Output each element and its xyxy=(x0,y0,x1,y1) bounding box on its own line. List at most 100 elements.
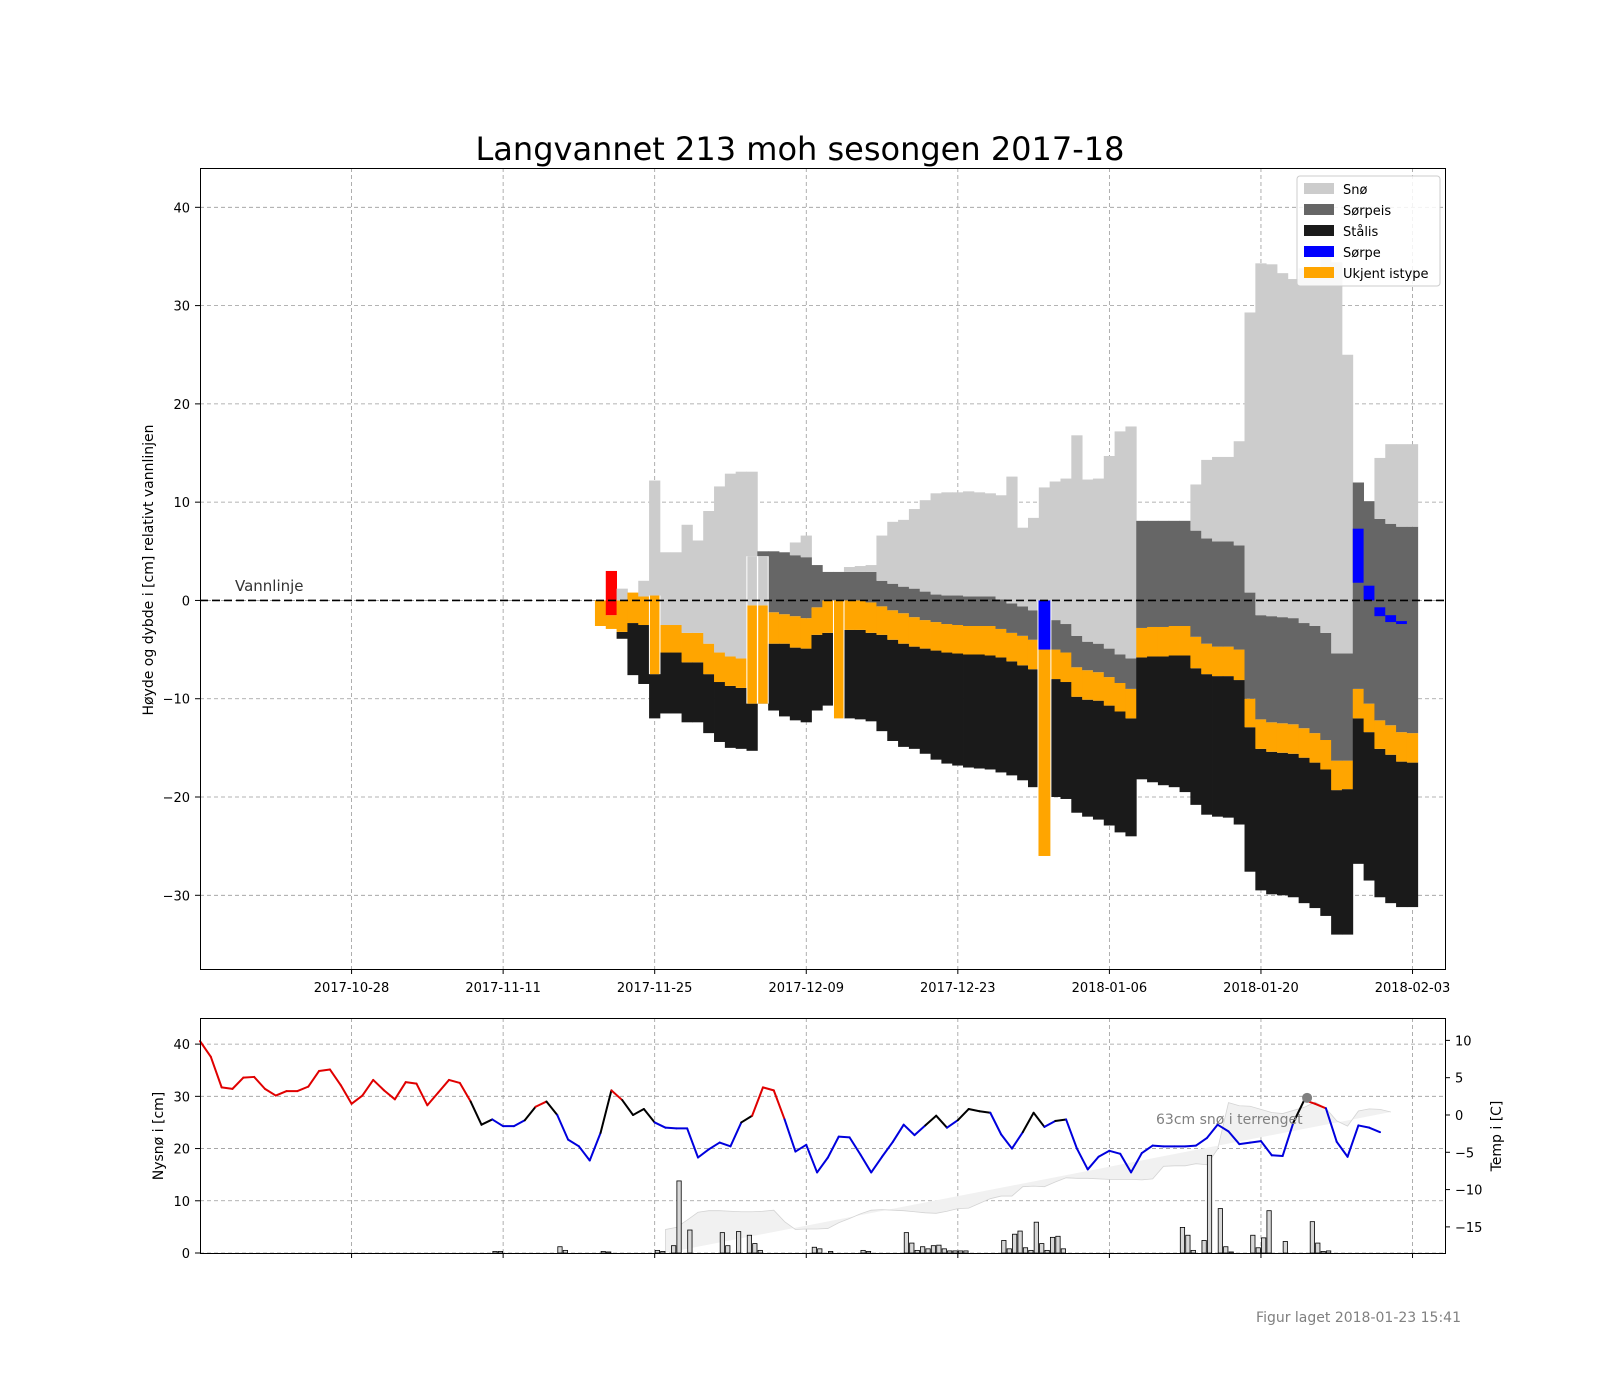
ice-layer-slush_ice xyxy=(1406,526,1419,734)
new-snow-bar xyxy=(1217,1208,1223,1254)
ice-layer-black_ice xyxy=(1082,699,1094,817)
ice-layer-unknown_ice xyxy=(1125,688,1137,719)
ice-layer-black_ice xyxy=(681,662,693,723)
ice-layer-black_ice xyxy=(1352,718,1365,864)
ice-layer-slush xyxy=(1374,607,1386,617)
temperature-segment xyxy=(242,1075,256,1079)
ice-layer-unknown_ice xyxy=(800,618,812,649)
ice-layer-black_ice xyxy=(995,657,1007,773)
ice-layer-unknown_ice xyxy=(1396,732,1408,762)
ice-layer-black_ice xyxy=(973,654,986,769)
temperature-segment xyxy=(837,1135,851,1139)
ice-layer-unknown_ice xyxy=(1006,632,1018,662)
x-tick-label: 2017-12-09 xyxy=(768,981,844,996)
ice-layer-black_ice xyxy=(1147,656,1159,783)
temperature-segment xyxy=(653,1121,667,1129)
chart-title: Langvannet 213 moh sesongen 2017-18 xyxy=(475,130,1124,168)
ice-layer-unknown_ice xyxy=(1309,733,1321,763)
ice-layer-slush xyxy=(1396,621,1408,625)
legend-label: Ukjent istype xyxy=(1343,267,1429,282)
ice-layer-black_ice xyxy=(1060,682,1072,799)
temperature-segment xyxy=(967,1108,981,1113)
ice-layer-black_ice xyxy=(1114,711,1126,833)
new-snow-bar xyxy=(1315,1242,1321,1254)
ice-layer-unknown_ice xyxy=(973,625,986,655)
new-snow-bar xyxy=(920,1246,926,1254)
legend-label: Stålis xyxy=(1343,225,1379,240)
new-snow-bar xyxy=(957,1250,964,1254)
ice-layer-black_ice xyxy=(1103,705,1116,826)
new-snow-bar xyxy=(963,1250,969,1254)
ice-layer-slush_ice xyxy=(1352,482,1365,689)
ice-layer-unknown_ice xyxy=(692,632,704,663)
ice-layer-snow xyxy=(984,493,996,597)
new-snow-bar xyxy=(1326,1250,1332,1254)
ice-layer-slush xyxy=(1363,585,1375,601)
ice-layer-snow xyxy=(735,471,747,659)
ice-layer-snow xyxy=(1114,431,1126,655)
ice-layer-unknown_ice xyxy=(1331,760,1343,791)
temperature-segment xyxy=(296,1085,310,1093)
temperature-segment xyxy=(913,1124,927,1137)
ice-layer-black_ice xyxy=(876,634,888,732)
temperature-segment xyxy=(805,1143,819,1174)
ice-layer-black_ice xyxy=(1320,769,1332,916)
ice-layer-black_ice xyxy=(735,687,747,749)
ice-layer-slush_ice xyxy=(1060,624,1072,653)
temperature-segment xyxy=(1314,1102,1327,1110)
ice-layer-unknown_ice xyxy=(1385,725,1397,755)
new-snow-bar xyxy=(562,1249,568,1254)
temperature-segment xyxy=(1130,1152,1143,1174)
figure-timestamp: Figur laget 2018-01-23 15:41 xyxy=(1256,1310,1461,1326)
ice-layer-unknown_ice xyxy=(1082,670,1094,700)
ice-layer-unknown_ice xyxy=(1298,728,1310,758)
ice-layer-black_ice xyxy=(1125,718,1137,837)
temperature-segment xyxy=(1021,1111,1035,1134)
temperature-segment xyxy=(437,1078,450,1094)
new-snow-bar xyxy=(947,1250,953,1254)
temperature-segment xyxy=(642,1108,656,1124)
ice-layer-snow xyxy=(1276,273,1289,618)
x-tick-label: 2017-10-28 xyxy=(314,981,390,996)
ice-layer-slush_ice xyxy=(930,594,942,623)
legend-swatch xyxy=(1304,225,1334,236)
ice-layer-snow xyxy=(876,535,888,581)
new-snow-bar xyxy=(1049,1236,1056,1254)
ice-layer-slush_ice xyxy=(1363,501,1375,704)
ice-layer-unknown_ice xyxy=(1136,627,1148,658)
spot-layer-unknown_ice xyxy=(1038,649,1051,856)
ice-layer-black_ice xyxy=(843,629,856,719)
snow-terrain-annotation: 63cm snø i terrenget xyxy=(1156,1112,1303,1128)
y-tick-label: 30 xyxy=(173,300,190,315)
temperature-segment xyxy=(610,1089,624,1102)
new-snow-bar xyxy=(497,1251,503,1254)
ice-layer-unknown_ice xyxy=(887,610,899,640)
ice-layer-slush_ice xyxy=(908,588,921,618)
ice-layer-snow xyxy=(973,492,986,597)
ice-layer-unknown_ice xyxy=(1049,649,1061,680)
x-tick-label: 2017-11-11 xyxy=(465,981,541,996)
ice-layer-snow xyxy=(963,491,975,597)
y-tick-label: −30 xyxy=(163,889,190,904)
new-snow-bar xyxy=(1055,1235,1061,1254)
ice-layer-snow xyxy=(800,535,812,558)
ice-layer-unknown_ice xyxy=(822,600,834,633)
ice-layer-snow xyxy=(898,519,910,587)
ice-layer-black_ice xyxy=(1157,656,1170,786)
temperature-segment xyxy=(383,1089,396,1101)
ice-layer-snow xyxy=(1125,426,1137,659)
ice-layer-unknown_ice xyxy=(995,628,1007,658)
ice-layer-unknown_ice xyxy=(768,612,780,644)
ice-layer-black_ice xyxy=(1049,679,1061,798)
new-snow-bar xyxy=(930,1245,937,1254)
new-snow-bar xyxy=(941,1248,947,1254)
ice-layer-unknown_ice xyxy=(1266,722,1278,752)
temperature-segment xyxy=(415,1082,429,1107)
ice-layer-unknown_ice xyxy=(854,600,867,630)
ice-layer-snow xyxy=(919,500,931,592)
ice-layer-black_ice xyxy=(822,632,834,706)
ice-layer-slush_ice xyxy=(952,595,964,626)
temperature-segment xyxy=(664,1126,678,1130)
ice-layer-slush_ice xyxy=(984,596,996,626)
ice-layer-snow xyxy=(616,588,628,601)
